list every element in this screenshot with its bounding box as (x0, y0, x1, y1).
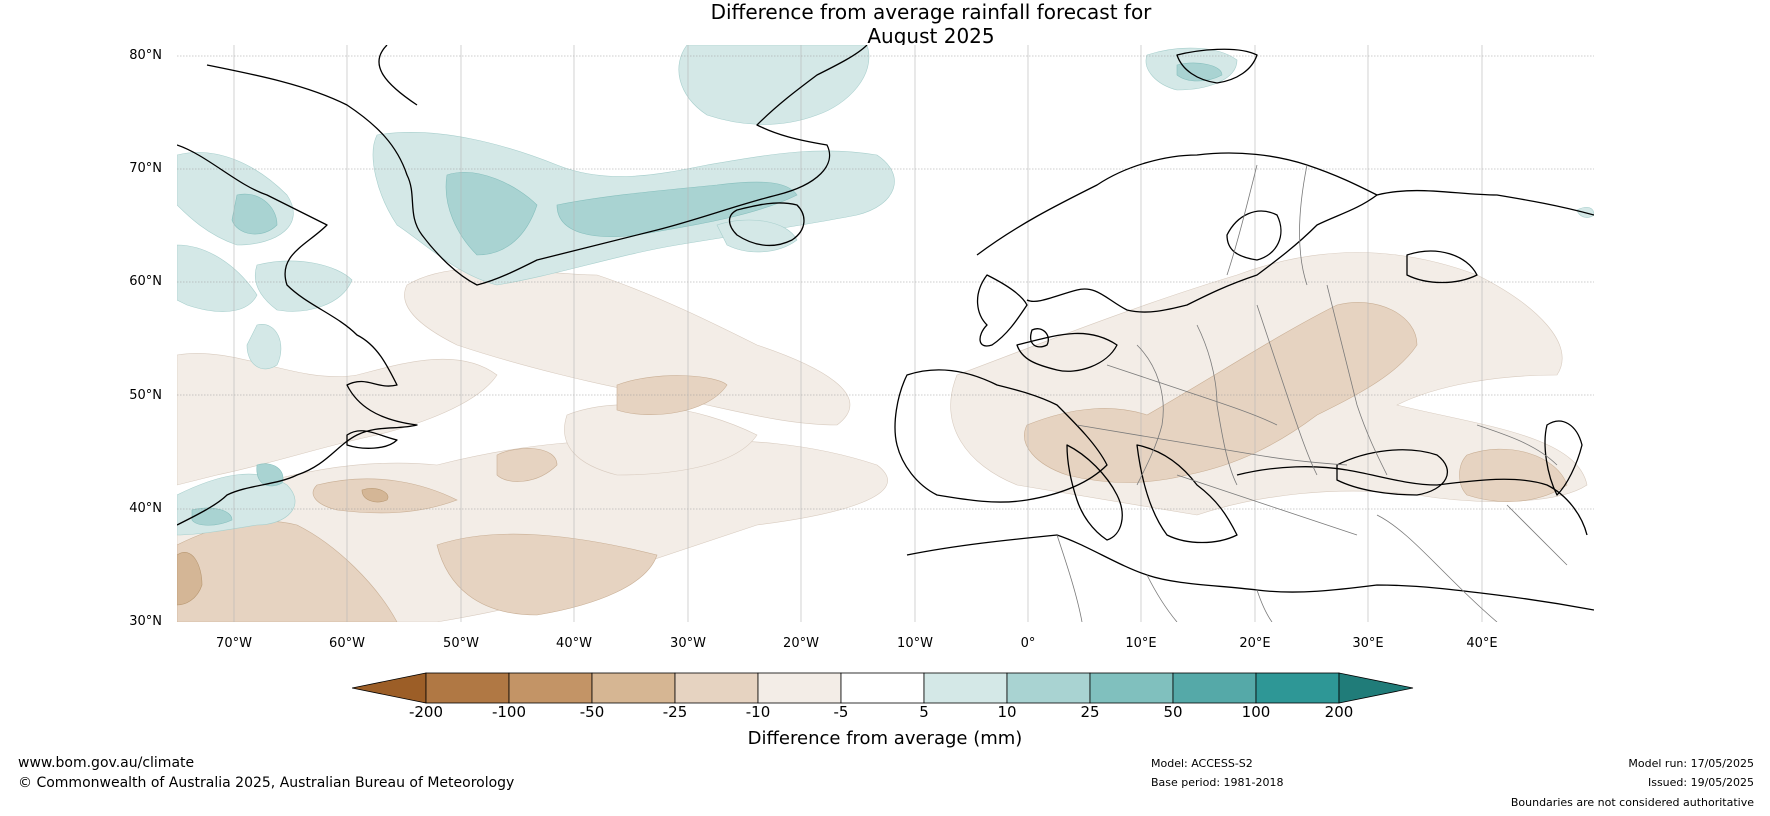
colorbar-tick-label: 10 (997, 703, 1017, 721)
colorbar-tick-label: -200 (408, 703, 444, 721)
lat-label-50n: 50°N (129, 388, 162, 403)
lon-label-30e: 30°E (1352, 636, 1384, 651)
colorbar-tick-label: 200 (1324, 703, 1354, 721)
country-borders (1056, 164, 1568, 622)
colorbar-extend-low (351, 672, 427, 704)
colorbar-segment (1006, 672, 1091, 704)
footer-issued: Issued: 19/05/2025 (1647, 776, 1754, 789)
footer-model: Model: ACCESS-S2 (1151, 757, 1253, 770)
footer-copyright: © Commonwealth of Australia 2025, Austra… (18, 775, 515, 791)
lon-label-20e: 20°E (1239, 636, 1271, 651)
lon-label-40w: 40°W (556, 636, 592, 651)
colorbar-segment (923, 672, 1008, 704)
colorbar-tick-label: 5 (919, 703, 929, 721)
colorbar-tick-label: -10 (745, 703, 771, 721)
lat-label-70n: 70°N (129, 161, 162, 176)
lon-label-20w: 20°W (783, 636, 819, 651)
colorbar-segment (425, 672, 510, 704)
footer-disclaimer: Boundaries are not considered authoritat… (1510, 796, 1754, 809)
wet-medium-anomaly-regions (191, 62, 1223, 526)
colorbar-tick-label: 100 (1241, 703, 1271, 721)
colorbar-tick-label: 25 (1080, 703, 1100, 721)
lon-label-10w: 10°W (897, 636, 933, 651)
map-svg (177, 45, 1594, 622)
forecast-map (177, 45, 1594, 622)
lon-label-70w: 70°W (216, 636, 252, 651)
title-line-1: Difference from average rainfall forecas… (710, 0, 1152, 24)
colorbar-label: Difference from average (mm) (747, 728, 1023, 749)
colorbar-segment (1089, 672, 1174, 704)
footer-base-period: Base period: 1981-2018 (1151, 776, 1284, 789)
colorbar-tick-label: -5 (833, 703, 849, 721)
colorbar-segment (840, 672, 925, 704)
graticule (177, 55, 1594, 510)
colorbar-extend-high (1338, 672, 1414, 704)
colorbar-svg (351, 672, 1414, 704)
colorbar-segment (508, 672, 593, 704)
colorbar-tick-label: -100 (491, 703, 527, 721)
title-line-2: August 2025 (867, 24, 995, 48)
lon-label-0: 0° (1020, 636, 1036, 651)
colorbar-tick-label: 50 (1163, 703, 1183, 721)
footer-model-run: Model run: 17/05/2025 (1628, 757, 1754, 770)
colorbar-segment (591, 672, 676, 704)
colorbar-segment (1172, 672, 1257, 704)
colorbar-segment (1255, 672, 1340, 704)
meridians (233, 45, 1483, 622)
lon-label-60w: 60°W (329, 636, 365, 651)
footer-website[interactable]: www.bom.gov.au/climate (18, 755, 195, 771)
lon-label-40e: 40°E (1466, 636, 1498, 651)
dry-strong-anomaly-regions (177, 488, 389, 606)
lat-label-40n: 40°N (129, 501, 162, 516)
colorbar-tick-label: -50 (579, 703, 605, 721)
lat-label-60n: 60°N (129, 274, 162, 289)
colorbar-tick-label: -25 (662, 703, 688, 721)
lat-label-30n: 30°N (129, 614, 162, 629)
chart-title: Difference from average rainfall forecas… (0, 0, 1770, 48)
lon-label-50w: 50°W (443, 636, 479, 651)
colorbar-segment (674, 672, 759, 704)
colorbar-segment (757, 672, 842, 704)
coastlines (177, 45, 1594, 611)
lon-label-10e: 10°E (1125, 636, 1157, 651)
colorbar (351, 672, 1418, 704)
lat-label-80n: 80°N (129, 48, 162, 63)
lon-label-30w: 30°W (670, 636, 706, 651)
